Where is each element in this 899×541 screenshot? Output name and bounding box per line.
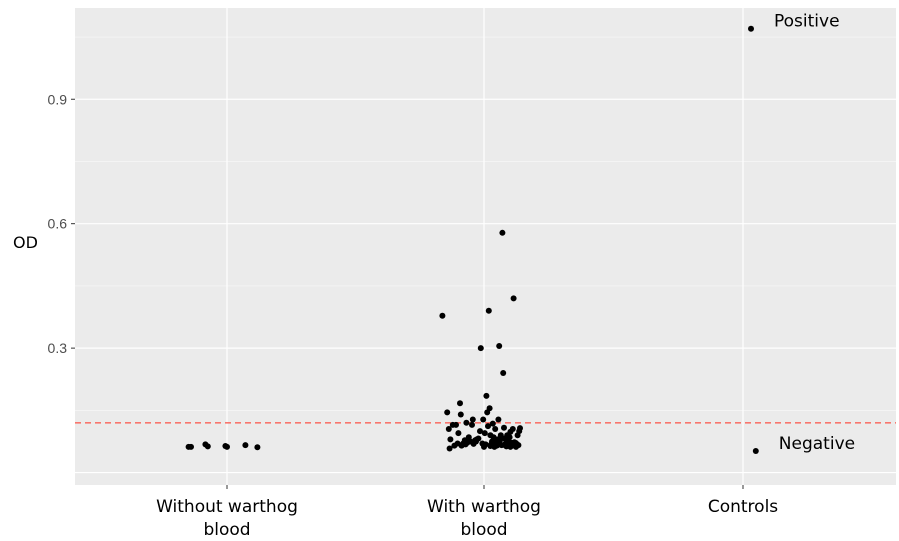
y-tick-label: 0.3 xyxy=(48,340,68,356)
data-point xyxy=(439,312,446,319)
x-tick-label: With warthog blood xyxy=(427,497,541,540)
x-axis: Without warthog blood With warthog blood Con… xyxy=(156,485,778,540)
data-point xyxy=(497,432,504,439)
plot-panel xyxy=(75,8,896,485)
data-point xyxy=(481,430,488,437)
data-point xyxy=(188,443,194,450)
data-point xyxy=(446,445,453,452)
x-tick-label-line: blood xyxy=(460,520,507,540)
data-point xyxy=(453,421,459,428)
data-point xyxy=(517,425,523,432)
y-tick-label: 0.9 xyxy=(48,91,68,107)
data-point xyxy=(507,443,514,450)
data-point xyxy=(455,430,462,437)
data-point xyxy=(752,447,759,454)
data-point xyxy=(445,426,452,433)
data-point xyxy=(487,443,494,450)
data-point xyxy=(492,439,499,446)
grid-minor xyxy=(75,36,896,474)
data-point xyxy=(469,416,476,423)
data-point xyxy=(485,423,491,430)
x-tick-label-line: blood xyxy=(203,520,250,540)
data-point xyxy=(489,420,496,427)
data-point xyxy=(477,345,484,352)
point-label: Positive xyxy=(774,12,840,32)
data-point xyxy=(513,440,519,447)
data-point xyxy=(462,441,469,448)
data-point xyxy=(224,443,230,450)
data-point xyxy=(499,229,506,236)
x-tick-label-line: Controls xyxy=(708,497,778,517)
data-point xyxy=(486,405,493,412)
data-point xyxy=(254,444,261,451)
x-tick-label-line: With warthog xyxy=(427,497,541,517)
data-point xyxy=(242,442,249,449)
data-point xyxy=(457,400,463,407)
data-point xyxy=(492,426,499,433)
y-tick-label: 0.6 xyxy=(48,216,68,232)
data-point xyxy=(501,442,508,449)
data-point xyxy=(495,416,502,423)
y-axis: 0.3 0.6 0.9 xyxy=(48,91,75,356)
data-point xyxy=(447,436,454,443)
data-point xyxy=(501,424,507,431)
data-point xyxy=(497,437,503,444)
data-point xyxy=(748,25,754,32)
data-point xyxy=(496,343,503,350)
data-point xyxy=(480,416,487,423)
x-tick-label: Controls xyxy=(708,497,778,517)
y-axis-label: OD xyxy=(13,233,38,252)
data-point xyxy=(477,428,483,435)
grid-major xyxy=(75,8,896,485)
data-point xyxy=(510,295,517,302)
data-point xyxy=(463,419,470,426)
x-tick-label: Without warthog blood xyxy=(156,497,298,540)
point-label: Negative xyxy=(779,434,855,454)
data-point xyxy=(204,443,211,450)
data-point xyxy=(509,426,516,433)
data-point xyxy=(444,409,451,416)
data-point xyxy=(500,370,507,377)
data-point xyxy=(506,434,513,441)
x-tick-label-line: Without warthog xyxy=(156,497,298,517)
data-point xyxy=(473,438,479,445)
data-point xyxy=(482,441,489,448)
data-point xyxy=(485,307,492,314)
data-point xyxy=(457,411,464,418)
data-points xyxy=(185,25,759,454)
data-point xyxy=(469,421,475,428)
annotations: Positive Negative xyxy=(774,12,855,454)
data-point xyxy=(483,392,490,399)
